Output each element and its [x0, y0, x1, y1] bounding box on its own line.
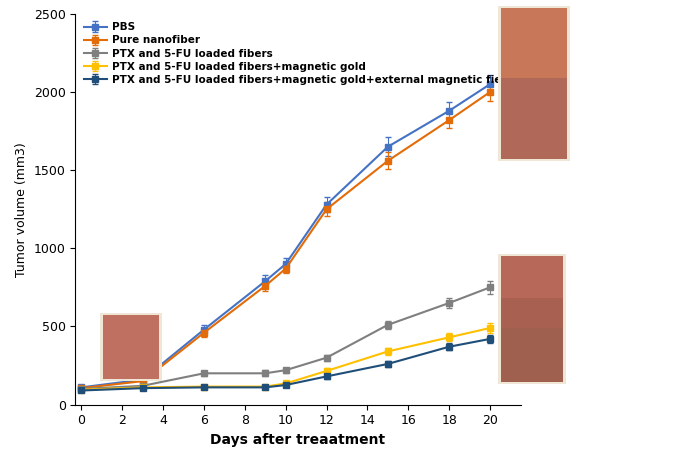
- X-axis label: Days after treaatment: Days after treaatment: [210, 433, 386, 447]
- Y-axis label: Tumor volume (mm3): Tumor volume (mm3): [15, 142, 28, 277]
- Legend: PBS, Pure nanofiber, PTX and 5-FU loaded fibers, PTX and 5-FU loaded fibers+magn: PBS, Pure nanofiber, PTX and 5-FU loaded…: [81, 19, 515, 88]
